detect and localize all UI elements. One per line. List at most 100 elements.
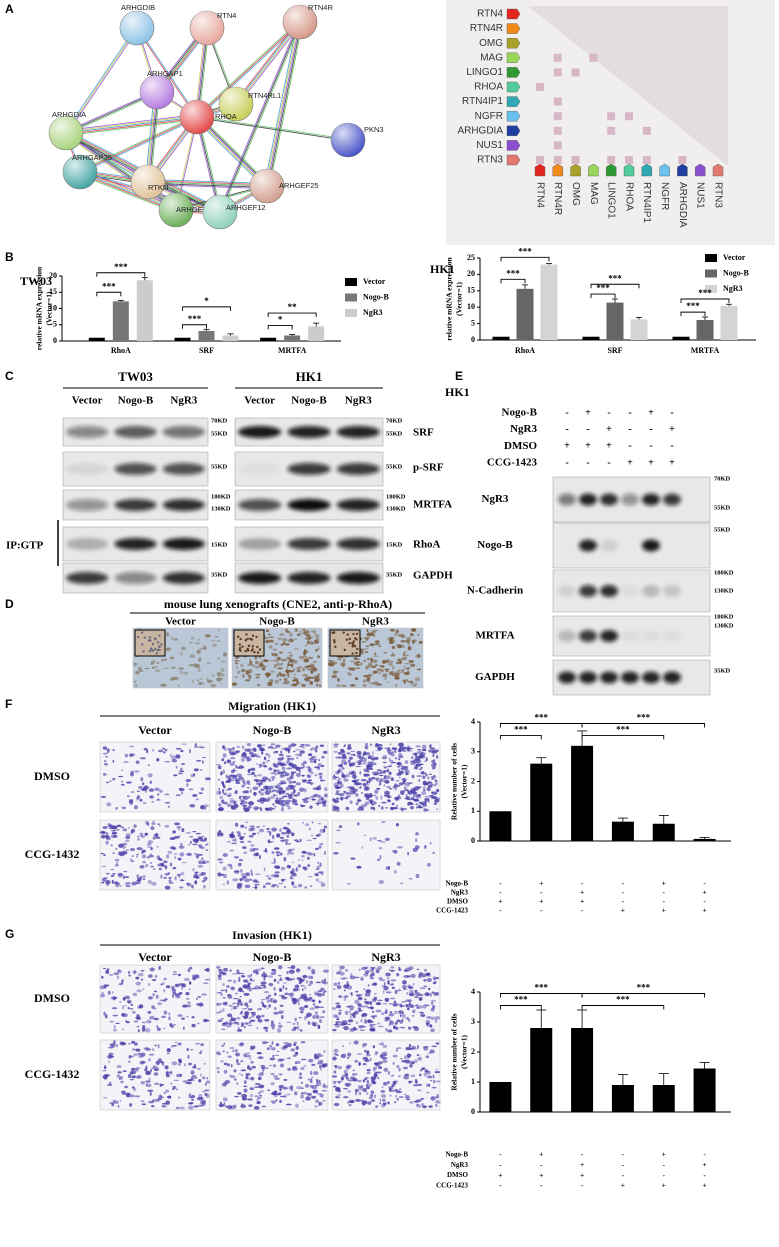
stained-cell <box>304 650 306 653</box>
stained-cell <box>242 753 247 756</box>
stained-cell <box>164 761 170 762</box>
stained-cell <box>255 885 257 889</box>
chart-title: HK1 <box>430 262 455 276</box>
stained-cell <box>343 792 348 794</box>
stained-cell <box>170 1083 172 1085</box>
stained-cell <box>384 748 390 750</box>
stained-cell <box>180 750 183 752</box>
stained-cell <box>244 993 250 996</box>
stained-cell <box>297 792 300 796</box>
stained-cell <box>223 652 227 656</box>
stained-cell <box>278 758 282 760</box>
bar <box>697 320 714 340</box>
stained-cell <box>152 979 156 981</box>
stained-cell <box>186 779 191 782</box>
stained-cell <box>295 638 298 640</box>
stained-cell <box>431 760 435 763</box>
stained-cell <box>180 843 183 847</box>
stained-cell <box>316 982 321 983</box>
stained-cell <box>165 749 168 751</box>
blot-band <box>600 494 618 506</box>
stained-cell <box>400 746 402 748</box>
stained-cell <box>424 1070 428 1073</box>
stained-cell <box>332 662 337 665</box>
stained-cell <box>137 1026 139 1028</box>
blot-strip <box>553 523 710 568</box>
stained-cell <box>236 1017 241 1020</box>
stained-cell <box>154 1068 159 1071</box>
stained-cell <box>381 1053 386 1056</box>
stained-cell <box>346 795 351 797</box>
stained-cell <box>275 745 281 748</box>
stained-cell <box>303 658 309 662</box>
stained-cell <box>124 1086 128 1088</box>
row-label: DMSO <box>34 769 70 783</box>
condition-sign: + <box>580 1160 584 1169</box>
stained-cell <box>170 754 172 757</box>
stained-cell <box>355 659 360 660</box>
micrograph-field <box>100 820 210 890</box>
stained-cell <box>274 1055 279 1056</box>
blot-strip <box>553 660 710 695</box>
stained-cell <box>114 972 120 975</box>
stained-cell <box>269 1058 275 1061</box>
stained-cell <box>337 659 341 661</box>
stained-cell <box>239 987 243 990</box>
stained-cell <box>420 1013 425 1017</box>
stained-cell <box>150 866 153 868</box>
stained-cell <box>294 673 296 675</box>
stained-cell <box>151 882 156 886</box>
condition-sign: + <box>621 906 625 915</box>
matrix-cell <box>643 156 651 164</box>
condition-label: Nogo-B <box>445 880 468 888</box>
stained-cell <box>249 752 253 754</box>
stained-cell <box>253 792 257 796</box>
stained-cell <box>287 1068 291 1071</box>
stained-cell <box>234 660 240 661</box>
stained-cell <box>335 1021 341 1024</box>
stained-cell <box>274 764 279 767</box>
stained-cell <box>424 798 427 802</box>
stained-cell <box>272 884 278 886</box>
stained-cell <box>408 796 410 800</box>
stained-cell <box>157 1002 162 1005</box>
stained-cell <box>432 1087 437 1089</box>
stained-cell <box>259 855 261 859</box>
stained-cell <box>377 772 383 774</box>
stained-cell <box>417 634 419 637</box>
stained-cell <box>386 786 390 788</box>
stained-cell <box>358 1008 361 1012</box>
y-tick-label: 3 <box>471 747 475 756</box>
stained-cell <box>280 1005 284 1007</box>
stained-cell <box>370 1097 372 1099</box>
significance-label: *** <box>114 262 128 272</box>
legend-label: Vector <box>723 253 746 262</box>
y-tick-label: 2 <box>471 1047 475 1056</box>
stained-cell <box>186 853 192 856</box>
stained-cell <box>143 879 146 880</box>
stained-cell <box>141 979 143 981</box>
blot-band <box>663 494 681 506</box>
stained-cell <box>199 667 201 670</box>
stained-cell <box>407 791 410 793</box>
stained-cell <box>220 1060 223 1062</box>
stained-cell <box>148 983 150 986</box>
stained-cell <box>426 1022 430 1025</box>
stained-cell <box>218 779 220 781</box>
stained-cell <box>139 865 144 869</box>
blot-band <box>114 538 156 550</box>
stained-cell <box>362 1014 364 1018</box>
stained-cell <box>368 764 371 767</box>
stained-cell <box>247 982 251 985</box>
matrix-col-label: RHOA <box>623 182 634 211</box>
stained-cell <box>265 808 270 811</box>
stained-cell <box>180 880 185 882</box>
matrix-cell <box>554 112 562 120</box>
stained-cell <box>149 1016 155 1020</box>
stained-cell <box>296 782 301 785</box>
inset-cell <box>239 643 241 645</box>
stained-cell <box>243 1085 247 1087</box>
stained-cell <box>220 993 223 995</box>
stained-cell <box>128 882 131 884</box>
stained-cell <box>427 863 431 867</box>
